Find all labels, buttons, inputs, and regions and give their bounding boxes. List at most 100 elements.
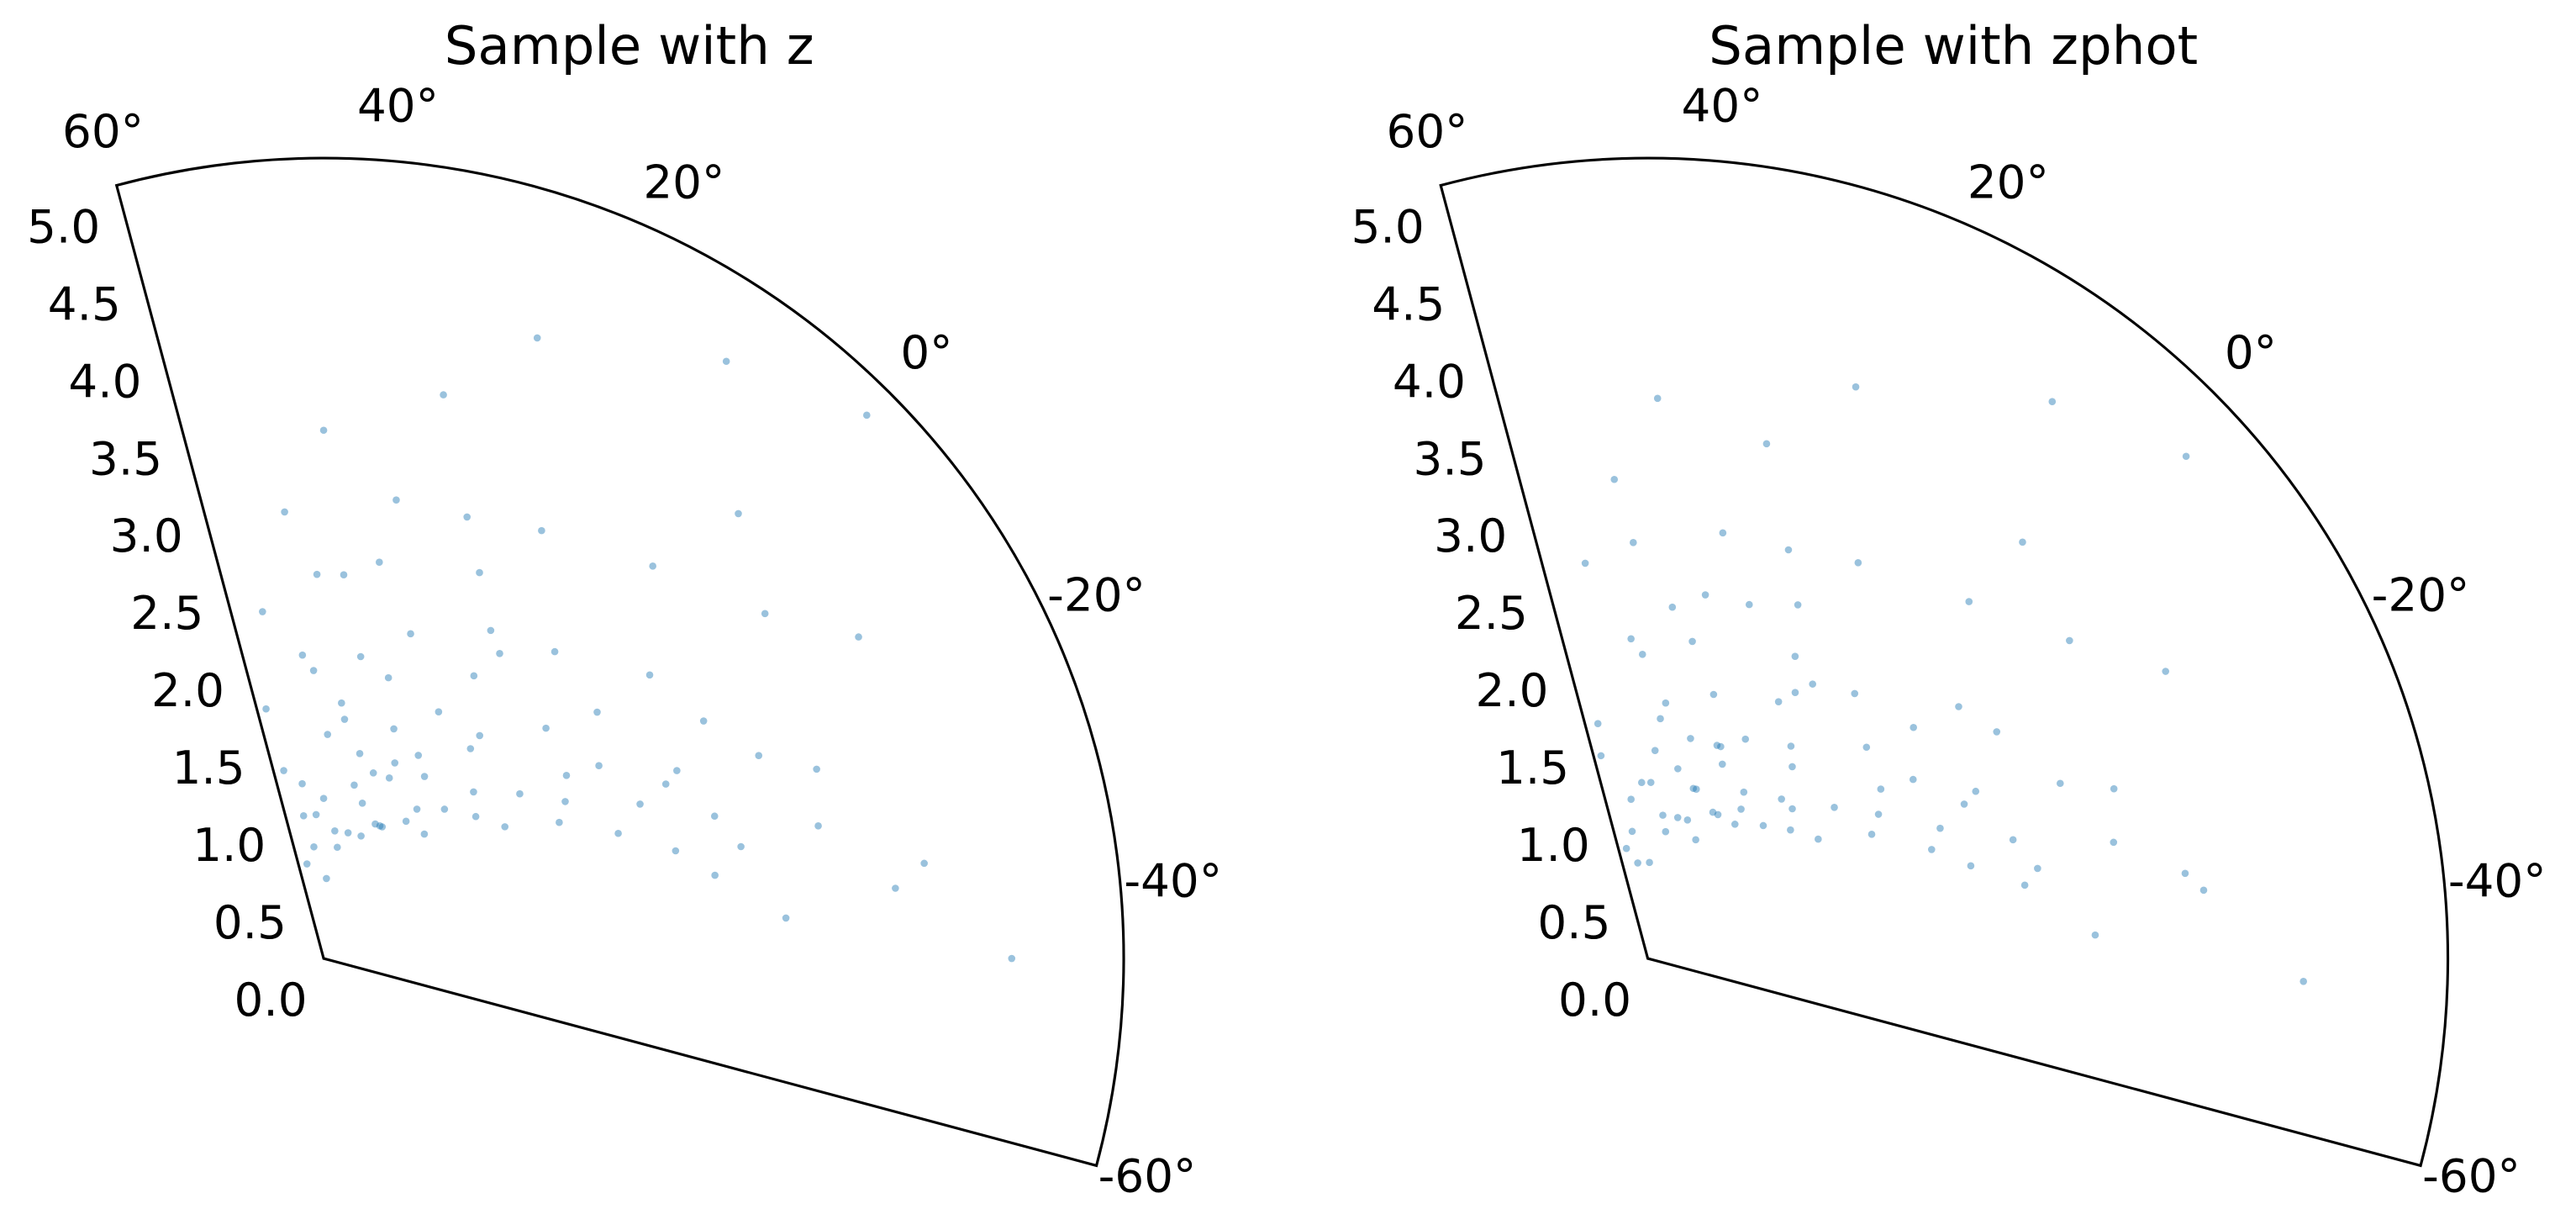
theta-tick-label: -60° <box>1098 1149 1197 1203</box>
point <box>735 509 742 518</box>
point <box>1630 539 1637 546</box>
point <box>1791 689 1799 696</box>
point <box>440 805 449 813</box>
r-tick-label: 3.5 <box>89 431 162 485</box>
point <box>550 647 559 656</box>
point <box>1659 811 1667 819</box>
point <box>280 767 287 774</box>
r-tick-label: 0.0 <box>234 973 308 1027</box>
point <box>1788 763 1796 771</box>
point <box>1788 805 1796 813</box>
point <box>855 633 862 641</box>
point <box>378 823 387 831</box>
point <box>1673 814 1682 821</box>
point <box>1791 652 1799 660</box>
point <box>1737 805 1745 813</box>
point <box>440 391 447 399</box>
point <box>2182 452 2190 461</box>
point <box>1594 720 1602 727</box>
point <box>1637 779 1646 787</box>
point <box>501 823 509 831</box>
point <box>862 411 871 420</box>
point <box>814 822 822 830</box>
point <box>334 843 341 852</box>
point <box>1714 810 1722 819</box>
point <box>1692 836 1699 844</box>
r-tick-label: 3.5 <box>1414 431 1487 485</box>
point <box>1674 765 1682 773</box>
point <box>303 860 311 868</box>
point <box>1965 598 1973 605</box>
point <box>673 767 681 774</box>
point <box>1687 735 1694 742</box>
point <box>281 508 288 516</box>
point <box>1651 747 1659 754</box>
r-tick-label: 1.0 <box>1517 818 1590 872</box>
point <box>533 334 541 342</box>
point <box>1657 715 1664 723</box>
r-tick-label: 3.0 <box>1434 509 1507 562</box>
point <box>323 874 330 883</box>
point <box>1972 787 1980 795</box>
point <box>755 752 763 759</box>
r-tick-label: 0.0 <box>1558 973 1631 1027</box>
point <box>593 708 601 716</box>
point <box>1627 795 1635 803</box>
point <box>2181 869 2189 878</box>
point <box>1927 846 1936 853</box>
chart-title: Sample with z <box>445 15 814 77</box>
theta-tick-label: 20° <box>643 156 724 209</box>
r-tick-label: 4.0 <box>1393 354 1466 408</box>
r-tick-label: 5.0 <box>27 199 100 253</box>
point <box>376 558 383 566</box>
point <box>1993 728 2001 736</box>
point <box>376 822 384 830</box>
point <box>1627 635 1635 643</box>
point <box>299 812 308 820</box>
point <box>1709 690 1718 699</box>
point <box>1709 808 1717 816</box>
theta-tick-label: -20° <box>2372 567 2470 621</box>
point <box>371 820 379 828</box>
r-tick-label: 2.0 <box>151 663 224 717</box>
point <box>2091 931 2099 939</box>
point <box>1787 742 1795 750</box>
point <box>309 667 318 674</box>
point <box>414 752 423 759</box>
point <box>338 699 345 707</box>
r-tick-label: 2.5 <box>1455 586 1528 640</box>
point <box>413 805 421 813</box>
point <box>699 717 708 725</box>
point <box>298 779 306 788</box>
r-tick-label: 2.0 <box>1475 663 1548 717</box>
point <box>259 608 266 615</box>
point <box>661 780 670 788</box>
point <box>562 772 571 779</box>
point <box>496 649 503 657</box>
point <box>1740 788 1748 796</box>
point <box>1831 804 1838 811</box>
point <box>1867 831 1876 838</box>
point <box>782 914 790 922</box>
point <box>2299 977 2308 985</box>
point <box>476 731 484 740</box>
point <box>542 724 550 732</box>
point <box>1638 651 1646 658</box>
point <box>1877 785 1885 793</box>
point <box>1778 795 1785 803</box>
point <box>1646 858 1653 867</box>
r-tick-label: 3.0 <box>110 509 183 562</box>
theta-tick-label: 20° <box>1968 156 2049 209</box>
point <box>516 789 524 798</box>
point <box>319 426 328 435</box>
point <box>2048 398 2057 406</box>
point <box>312 810 320 819</box>
point <box>487 626 495 635</box>
polar-frame <box>114 156 1125 1168</box>
point <box>1646 779 1655 786</box>
r-tick-label: 1.5 <box>172 741 245 794</box>
r-tick-label: 1.5 <box>1496 741 1569 794</box>
point <box>1622 844 1630 853</box>
point <box>1008 954 1016 963</box>
point <box>1960 800 1968 808</box>
